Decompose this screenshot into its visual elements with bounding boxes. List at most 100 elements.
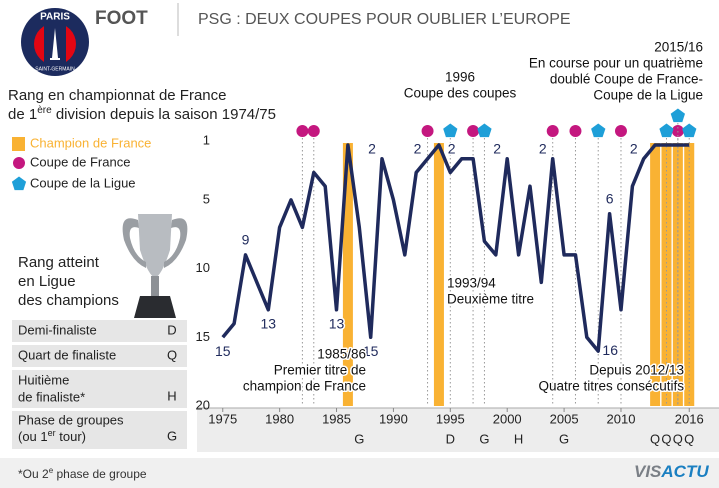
page-title: PSG : DEUX COUPES POUR OUBLIER L’EUROPE — [198, 11, 571, 28]
data-label: 13 — [260, 316, 276, 332]
footnote: *Ou 2e phase de groupe — [18, 466, 147, 481]
cl-code: Q — [650, 431, 660, 446]
x-tick-label: 2016 — [675, 411, 704, 426]
cl-legend-label: Huitième — [18, 372, 69, 387]
cl-legend-label: tour) — [56, 429, 86, 444]
cup-marker — [659, 123, 674, 138]
cl-code: G — [479, 431, 489, 446]
legend-label: Coupe de France — [30, 154, 130, 169]
brand: VISACTU — [634, 462, 709, 481]
cup-marker — [467, 125, 480, 137]
cl-legend-code: G — [167, 428, 177, 443]
cl-legend: Demi-finaliste D Quart de finaliste Q Hu… — [12, 320, 187, 449]
axis-band — [197, 408, 719, 452]
cl-code: Q — [661, 431, 671, 446]
cup-marker — [546, 125, 559, 137]
cl-legend-label: (ou 1 — [18, 429, 48, 444]
chart-title: division depuis la saison 1974/75 — [52, 106, 276, 123]
y-tick-label: 20 — [196, 397, 210, 412]
annotation: 2015/16 — [654, 40, 703, 55]
annotation: 1993/94 — [447, 276, 496, 291]
legend-label: Champion de France — [30, 135, 151, 150]
cup-marker — [591, 123, 606, 138]
footnote: *Ou 2 — [18, 467, 49, 481]
cl-legend-code: D — [167, 322, 176, 337]
y-tick-label: 1 — [203, 132, 210, 147]
data-label: 2 — [539, 140, 547, 156]
y-tick-label: 5 — [203, 191, 210, 206]
cl-title: en Ligue — [18, 273, 76, 290]
cup-marker — [670, 108, 685, 123]
footnote: phase de groupe — [53, 467, 147, 481]
chart-title-sup: ère — [37, 105, 52, 116]
cl-legend-code: Q — [167, 347, 177, 362]
cup-marker — [569, 125, 582, 137]
cl-title: Rang atteint — [18, 254, 100, 271]
data-label: 13 — [329, 316, 345, 332]
x-tick-label: 2010 — [607, 411, 636, 426]
x-tick-label: 1995 — [436, 411, 465, 426]
y-tick-label: 15 — [196, 329, 210, 344]
cl-code: D — [446, 431, 455, 446]
data-label: 9 — [242, 232, 250, 248]
brand: ACTU — [660, 462, 709, 481]
x-tick-label: 1980 — [265, 411, 294, 426]
data-label: 2 — [630, 140, 638, 156]
cup-marker — [477, 123, 492, 138]
cl-legend-code: H — [167, 388, 176, 403]
annotation: En course pour un quatrième — [529, 56, 703, 71]
legend-swatch — [12, 137, 25, 151]
cl-legend-label: de finaliste* — [18, 389, 85, 404]
x-tick-label: 1990 — [379, 411, 408, 426]
annotation: Coupe de la Ligue — [593, 88, 703, 103]
plot: Champion de France Coupe de France Coupe d… — [11, 38, 719, 446]
cl-code: G — [559, 431, 569, 446]
cup-marker — [614, 125, 627, 137]
cl-legend-label: Quart de finaliste — [18, 347, 116, 362]
cup-marker — [421, 125, 434, 137]
annotation: 1985/86 — [317, 347, 366, 362]
cl-legend-sup: er — [48, 428, 56, 438]
brand: VIS — [634, 462, 662, 481]
annotation: Depuis 2012/13 — [589, 363, 684, 378]
x-tick-label: 1985 — [322, 411, 351, 426]
y-tick-label: 10 — [196, 260, 210, 275]
data-label: 15 — [363, 343, 379, 359]
x-tick-label: 2000 — [493, 411, 522, 426]
title-bar — [342, 143, 353, 406]
legend-label: Coupe de la Ligue — [30, 175, 136, 190]
logo: PARIS SAINT-GERMAIN — [21, 8, 89, 76]
annotation: 1996 — [445, 70, 475, 85]
data-label: 2 — [448, 140, 456, 156]
chart-title: de 1ère division depuis la saison 1974/7… — [8, 105, 276, 123]
logo-top: PARIS — [40, 12, 70, 23]
annotation: champion de France — [243, 379, 366, 394]
cup-marker — [307, 125, 320, 137]
chart-title: de 1 — [8, 106, 37, 123]
data-label: 16 — [602, 342, 618, 358]
cl-title: des champions — [18, 292, 119, 309]
data-label: 2 — [493, 140, 501, 156]
section: FOOT — [95, 8, 148, 29]
x-tick-label: 1975 — [208, 411, 237, 426]
chart-title: Rang en championnat de France — [8, 87, 226, 104]
trophy — [122, 214, 188, 318]
cl-code: Q — [673, 431, 683, 446]
annotation: doublé Coupe de France- — [550, 72, 703, 87]
cl-legend-label: (ou 1er tour) — [18, 428, 86, 444]
annotation: Premier titre de — [274, 363, 366, 378]
rank-line — [221, 143, 690, 353]
title-bar — [650, 143, 661, 406]
logo-bottom: SAINT-GERMAIN — [35, 66, 75, 72]
cl-legend-label: Demi-finaliste — [18, 322, 97, 337]
cl-code: Q — [684, 431, 694, 446]
cl-code: H — [514, 431, 523, 446]
data-label: 2 — [414, 140, 422, 156]
data-label: 2 — [368, 140, 376, 156]
footnote-sup: e — [49, 466, 54, 475]
x-tick-label: 2005 — [550, 411, 579, 426]
cup-marker — [296, 125, 309, 137]
annotation: Quatre titres consécutifs — [538, 379, 684, 394]
data-label: 15 — [215, 343, 231, 359]
